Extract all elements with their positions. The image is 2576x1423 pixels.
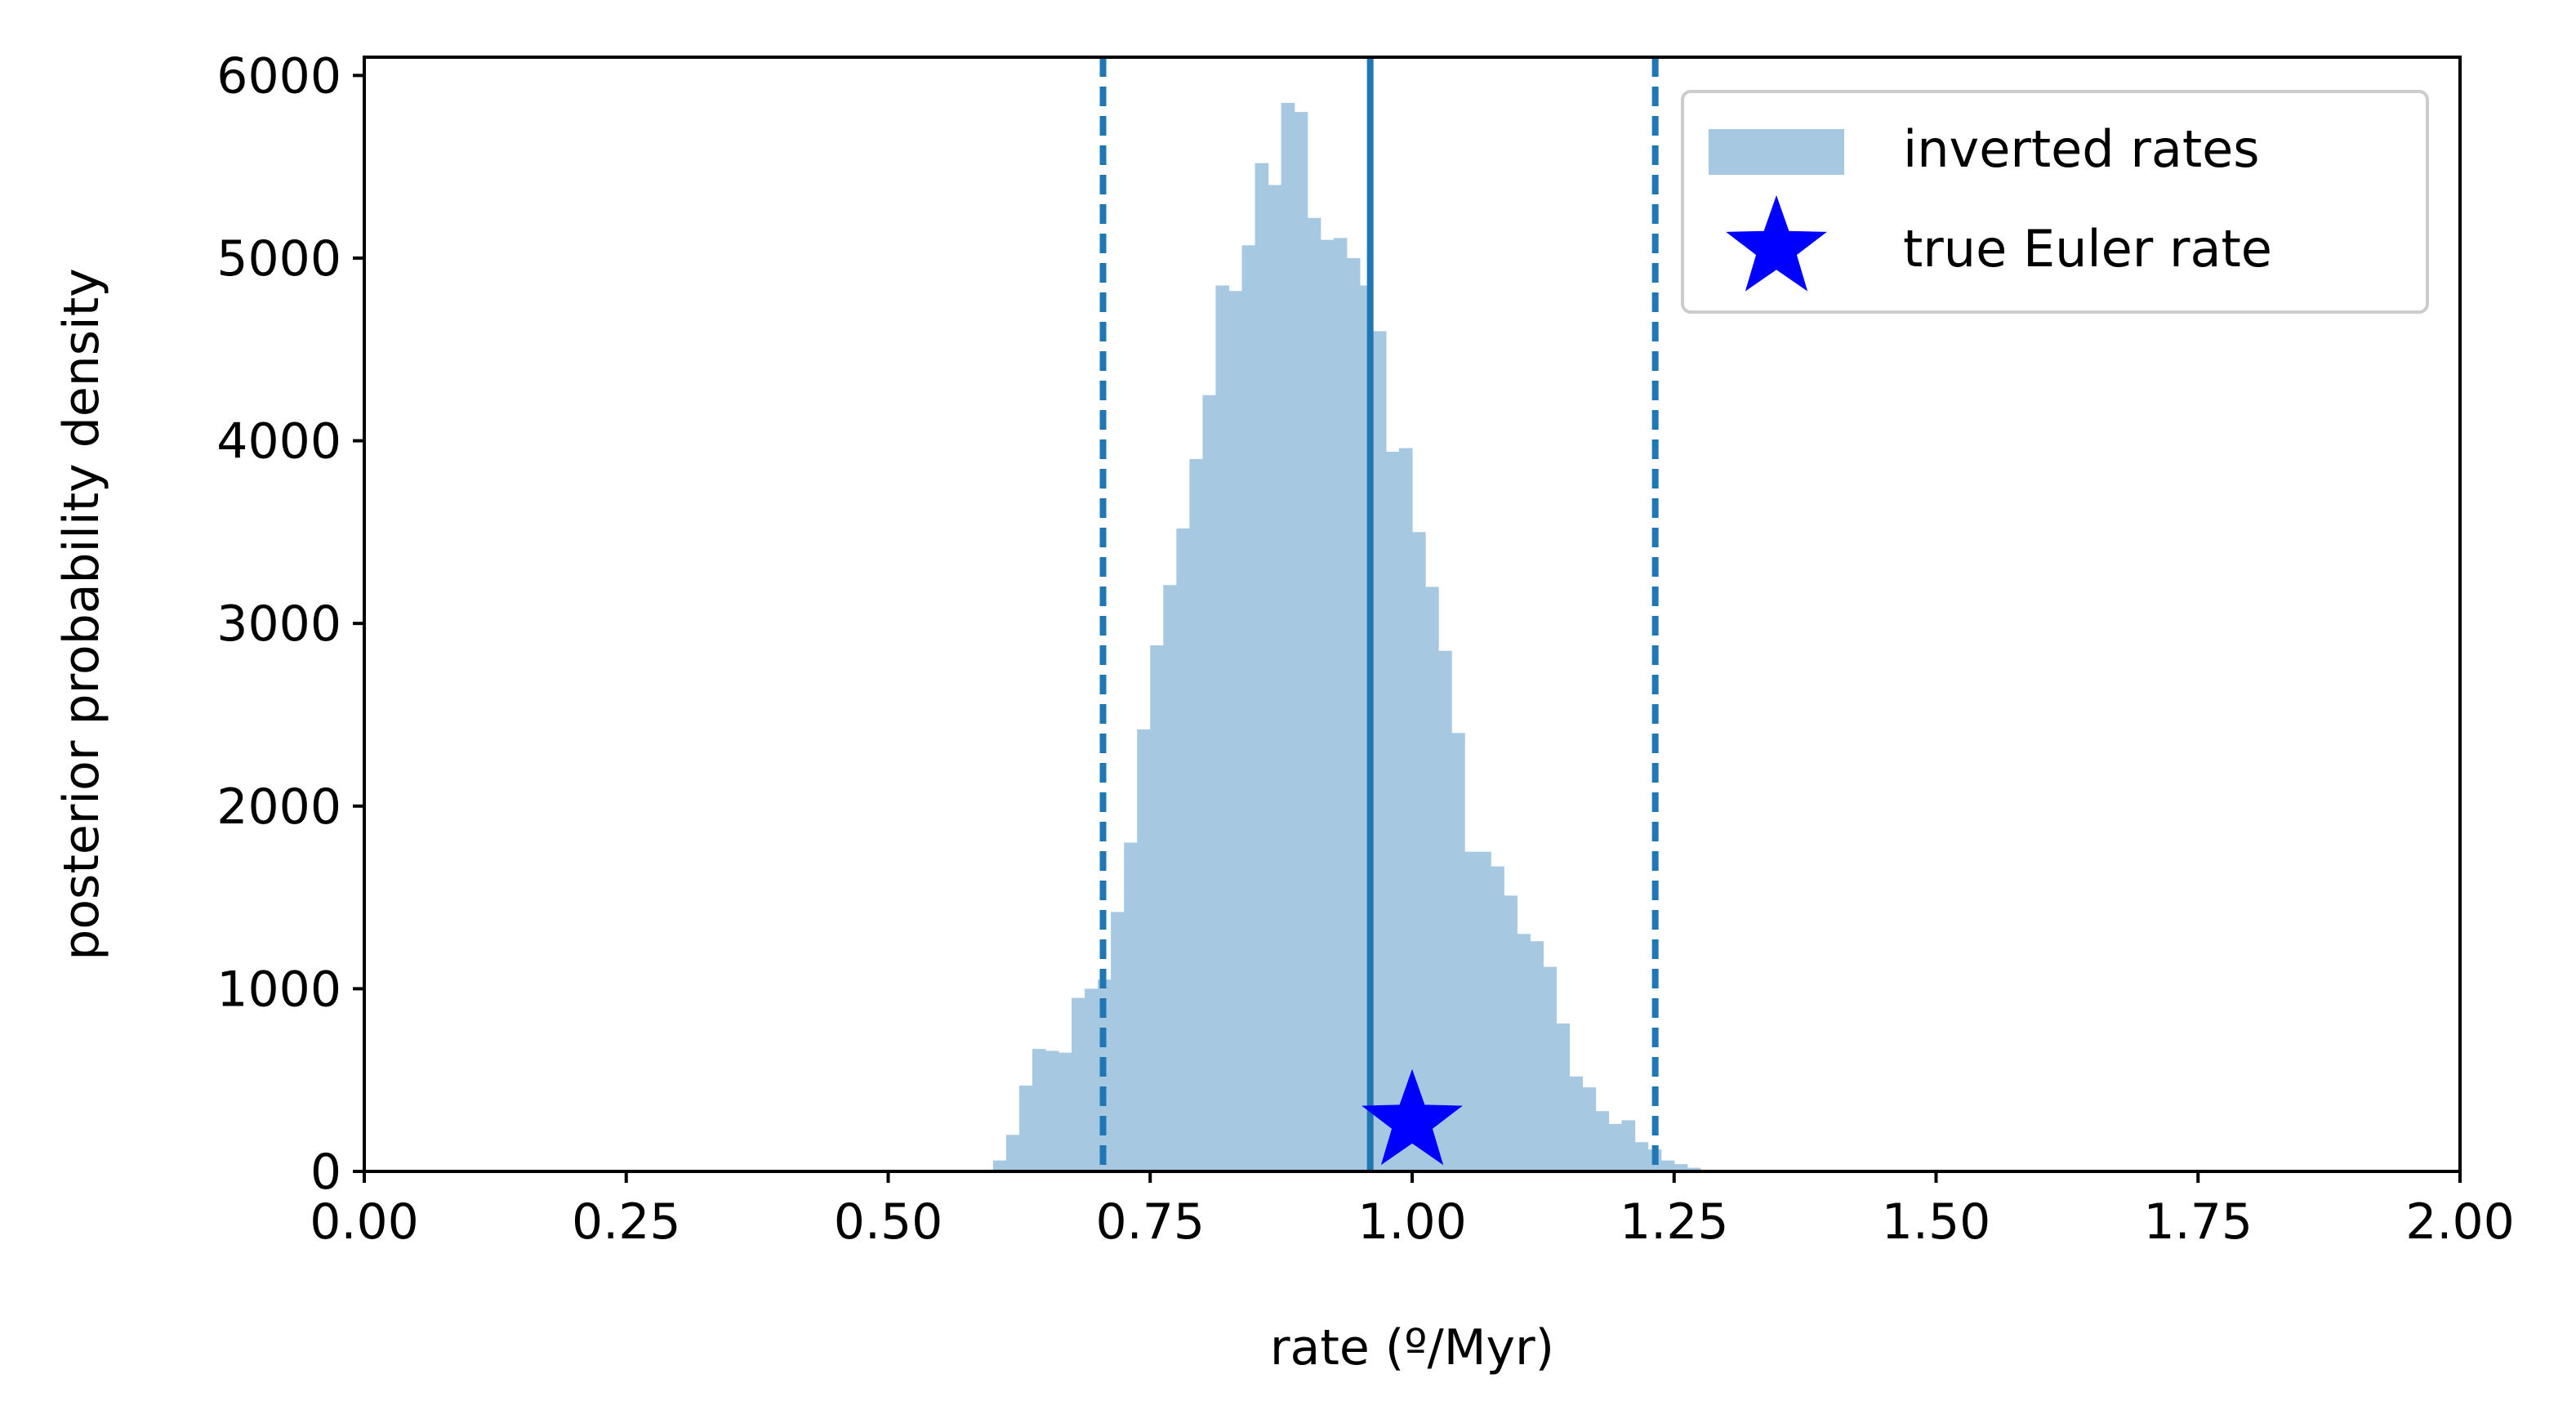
histogram-bar [1202, 395, 1217, 1171]
reference-lines [1099, 57, 1659, 1171]
histogram-bar [1176, 528, 1190, 1171]
y-tick-label: 4000 [216, 413, 341, 471]
legend-label-inverted-rates: inverted rates [1903, 119, 2260, 179]
histogram-bar [1255, 163, 1269, 1172]
histogram-bar [1189, 458, 1203, 1171]
x-tick-label: 0.00 [310, 1193, 419, 1251]
true-euler-rate-marker [1362, 1068, 1463, 1166]
legend-label-true-euler-rate: true Euler rate [1903, 219, 2272, 279]
histogram-bar [1687, 1167, 1701, 1171]
y-axis-ticks: 0 1000 2000 3000 4000 5000 6000 [216, 47, 364, 1201]
histogram-bar [1530, 941, 1544, 1171]
y-tick-label: 3000 [216, 596, 341, 653]
histogram-bar [1150, 645, 1164, 1171]
legend-star-icon [1726, 194, 1827, 292]
histogram-bar [1660, 1160, 1675, 1171]
histogram-bar [1228, 291, 1243, 1171]
histogram-bar [1621, 1120, 1636, 1171]
histogram-bar [1085, 988, 1099, 1171]
histogram-bar [1398, 448, 1413, 1171]
histogram-bar [1005, 1135, 1020, 1171]
histogram-bar [1595, 1111, 1610, 1171]
histogram-bar [1137, 729, 1151, 1171]
x-tick-label: 1.25 [1620, 1193, 1729, 1251]
histogram-bar [1464, 851, 1478, 1171]
histogram-bar [1294, 112, 1308, 1171]
x-tick-label: 1.75 [2143, 1193, 2253, 1251]
histogram-bar [1124, 842, 1138, 1171]
histogram-bar [1385, 451, 1400, 1171]
histogram-bar [1032, 1049, 1046, 1171]
histogram-bar [1320, 239, 1335, 1171]
histogram-bar [1517, 934, 1531, 1171]
histogram-bar [1491, 866, 1504, 1171]
x-tick-label: 1.50 [1882, 1193, 1991, 1251]
histogram-bar [1608, 1123, 1623, 1171]
histogram-bar [1045, 1051, 1059, 1171]
histogram-bar [1556, 1023, 1571, 1171]
legend-star-marker [1726, 194, 1827, 292]
y-tick-label: 2000 [216, 778, 341, 836]
x-axis-label: rate (º/Myr) [1270, 1319, 1554, 1376]
histogram-bar [1372, 331, 1387, 1171]
x-tick-label: 0.75 [1095, 1193, 1205, 1251]
histogram-bar [1058, 1052, 1072, 1171]
histogram-bar [1072, 997, 1085, 1171]
histogram-bar [1504, 895, 1518, 1171]
histogram-bar [1163, 585, 1177, 1171]
histogram-bar [1241, 245, 1256, 1172]
y-tick-label: 0 [310, 1144, 341, 1201]
histogram-bar [1438, 650, 1452, 1171]
histogram-bar [1346, 257, 1361, 1171]
y-tick-label: 5000 [216, 230, 341, 288]
histogram-bar [992, 1160, 1007, 1171]
histogram-bar [1674, 1164, 1688, 1171]
histogram-bar [1582, 1087, 1597, 1171]
histogram-bar [1281, 102, 1295, 1172]
y-tick-label: 1000 [216, 961, 341, 1018]
histogram-bar [1018, 1085, 1033, 1171]
histogram-bar [1111, 912, 1125, 1171]
x-tick-label: 2.00 [2405, 1193, 2515, 1251]
x-tick-label: 0.50 [834, 1193, 943, 1251]
legend-swatch-inverted-rates [1709, 129, 1844, 175]
legend-frame [1681, 90, 2429, 314]
markers-layer [1362, 1068, 1463, 1166]
histogram-bar [1268, 185, 1282, 1171]
histogram-bar [1543, 966, 1558, 1171]
histogram-bar [1425, 587, 1439, 1171]
legend: inverted rates true Euler rate [1681, 90, 2429, 314]
y-axis-label: posterior probability density [53, 268, 110, 960]
x-tick-label: 1.00 [1357, 1193, 1467, 1251]
histogram-bar [1451, 733, 1465, 1171]
y-tick-label: 6000 [216, 47, 341, 105]
x-axis-ticks: 0.00 0.25 0.50 0.75 1.00 1.25 1.50 1.75 2.00 [310, 1171, 2515, 1251]
histogram-bar [1569, 1076, 1584, 1171]
x-tick-label: 0.25 [572, 1193, 681, 1251]
histogram-bar [1307, 217, 1321, 1171]
histogram-bar [1477, 851, 1491, 1171]
histogram-bar [1333, 238, 1348, 1171]
histogram-bar [1634, 1142, 1649, 1171]
histogram-bar [1412, 532, 1426, 1171]
histogram-bar [1215, 285, 1230, 1172]
